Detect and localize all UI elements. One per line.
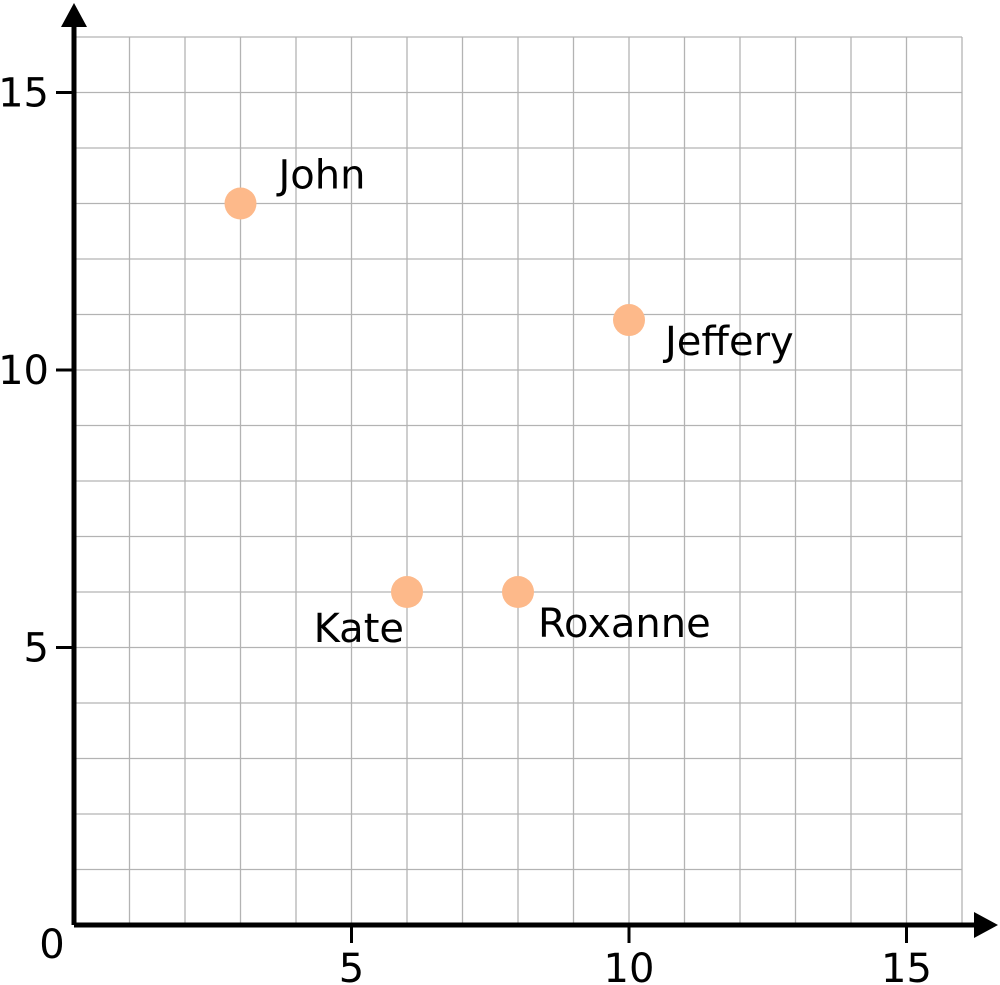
- y-tick-label: 5: [24, 626, 49, 672]
- x-axis-arrow: [974, 912, 998, 938]
- y-tick-label: 10: [0, 348, 49, 394]
- y-tick-label: 15: [0, 71, 49, 117]
- ticks: 5 10 15 5 10 15: [0, 71, 932, 985]
- data-point-label: Kate: [314, 606, 404, 652]
- points: John Jeffery Kate Roxanne: [224, 153, 794, 652]
- data-point: [224, 187, 257, 220]
- origin-label: 0: [39, 922, 64, 968]
- data-point-label: John: [276, 153, 366, 199]
- x-tick-label: 10: [604, 946, 655, 985]
- data-point: [502, 576, 534, 608]
- x-tick-label: 15: [881, 946, 932, 985]
- data-point: [613, 304, 645, 337]
- axes: [61, 3, 998, 938]
- data-point-label: Roxanne: [538, 601, 711, 647]
- x-tick-label: 5: [339, 946, 364, 985]
- y-axis-arrow: [61, 3, 87, 27]
- data-point-label: Jeffery: [662, 319, 794, 365]
- data-point: [391, 576, 423, 608]
- grid: [74, 36, 963, 925]
